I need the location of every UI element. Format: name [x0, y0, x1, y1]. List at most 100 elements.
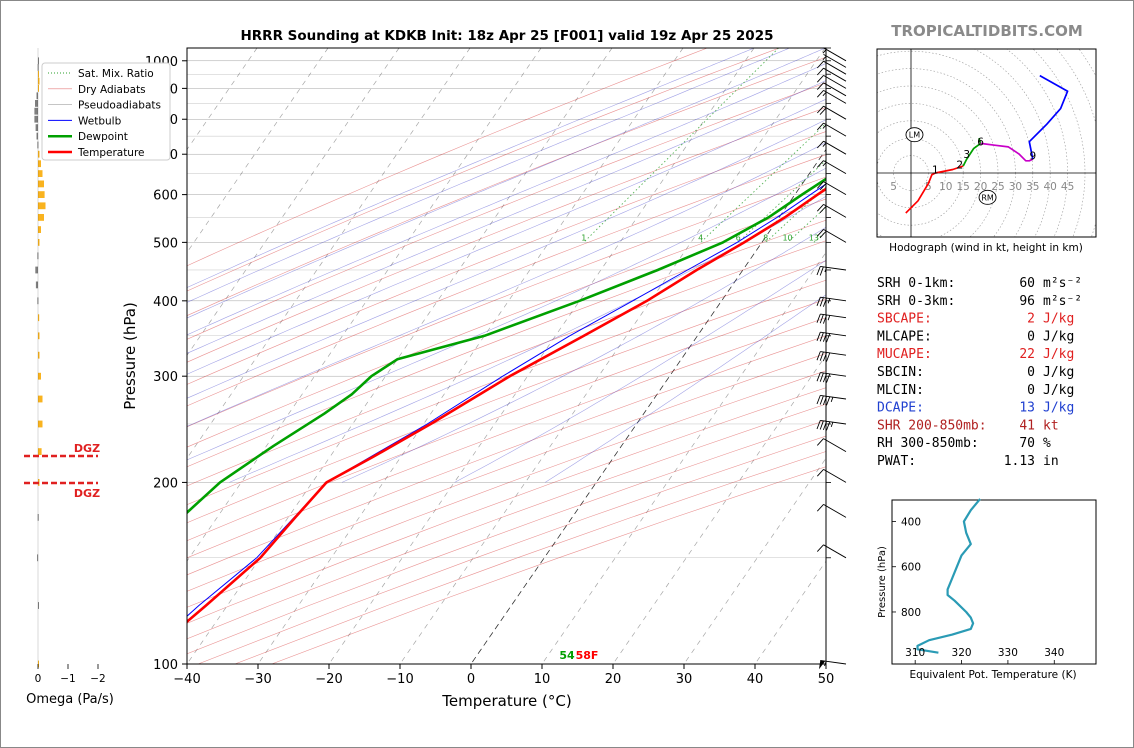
barb-full [819, 205, 827, 214]
pseudoadiabat [454, 259, 826, 483]
stat-label: MLCIN: [877, 383, 924, 398]
wind-barb [816, 331, 847, 343]
isotherm-line [541, 251, 826, 664]
wind-barbs [816, 47, 847, 670]
hodo-ring-label: 25 [991, 181, 1004, 193]
dry-adiabat [187, 131, 826, 385]
barb-full [816, 544, 824, 552]
stat-unit: J/kg [1043, 329, 1074, 344]
barb-staff [823, 122, 847, 137]
pseudoadiabat [545, 294, 826, 483]
barb-full [816, 140, 824, 149]
barb-half [827, 298, 831, 304]
omega-bar [37, 252, 39, 260]
hodo-ring-label: 20 [974, 181, 987, 193]
barb-half [822, 49, 827, 54]
stat-value: 41 [1019, 418, 1035, 433]
dry-adiabat [187, 48, 708, 267]
stat-value: 0 [1027, 383, 1035, 398]
theta-e-xlabel: Equivalent Pot. Temperature (K) [909, 669, 1076, 681]
barb-full [816, 332, 821, 341]
wind-barb [816, 313, 847, 324]
stat-value: 1.13 [1004, 454, 1035, 469]
wind-barb [816, 394, 847, 406]
hodo-ring-label: 45 [1061, 181, 1074, 193]
stat-value: 60 [1019, 276, 1035, 291]
barb-full [819, 395, 824, 405]
barb-full [822, 373, 828, 383]
barb-staff [823, 438, 847, 452]
stat-label: SBCIN: [877, 365, 924, 380]
omega-bar [37, 64, 39, 71]
stat-label: MLCAPE: [877, 329, 932, 344]
barb-staff [823, 469, 847, 483]
omega-bar [37, 514, 39, 521]
stat-value: 0 [1027, 329, 1035, 344]
theta-e-profile [916, 498, 981, 654]
barb-full [816, 67, 824, 76]
pseudoadiabat [187, 80, 826, 354]
theta-e-ytick-label: 600 [901, 562, 921, 574]
stat-label: SBCAPE: [877, 312, 932, 327]
dry-adiabat [187, 82, 826, 340]
barb-half [822, 161, 827, 167]
dry-adiabat [187, 370, 826, 608]
stat-unit: in [1043, 454, 1059, 469]
dry-adiabat [187, 107, 826, 363]
theta-e-tick-label: 320 [952, 647, 972, 659]
mixing-ratio-label: 1 [581, 233, 586, 242]
hodo-height-label: 9 [1029, 151, 1036, 163]
omega-bar [35, 266, 38, 274]
barb-full [822, 297, 828, 307]
barb-half [822, 142, 827, 147]
temp-tick-label: −40 [173, 672, 200, 687]
dry-adiabat [187, 298, 826, 541]
barb-staff [823, 544, 847, 559]
stat-label: RH 300-850mb: [877, 436, 979, 451]
barb-staff [823, 75, 847, 89]
omega-tick-label: 0 [35, 673, 42, 685]
surface-temp-label: 58F [576, 649, 599, 662]
theta-e-ytick-label: 800 [901, 607, 921, 619]
pressure-tick-label: 400 [153, 295, 178, 310]
barb-full [822, 352, 828, 362]
barb-full [826, 421, 831, 431]
dry-adiabat [187, 240, 826, 487]
pseudoadiabat [187, 48, 826, 319]
mixing-ratio-label: 13 [809, 233, 819, 242]
barb-half [827, 315, 831, 321]
temp-tick-label: −20 [315, 672, 342, 687]
barb-full [816, 313, 821, 323]
isotherm-line [328, 48, 755, 664]
pressure-tick-label: 300 [153, 370, 178, 385]
temp-tick-label: 30 [676, 672, 693, 687]
mixing-ratio-label: 8 [763, 233, 768, 242]
hodo-segment [1028, 74, 1069, 160]
dry-adiabat [187, 176, 826, 428]
pseudoadiabat [341, 226, 826, 483]
dry-adiabat [187, 260, 826, 506]
legend-label: Wetbulb [78, 115, 122, 127]
barb-staff [823, 67, 847, 82]
temp-tick-label: 10 [534, 672, 551, 687]
barb-full [819, 182, 827, 191]
wind-barb [816, 351, 847, 362]
dry-adiabat [187, 219, 826, 468]
isotherm-line [187, 48, 542, 562]
temp-tick-label: 0 [467, 672, 475, 687]
hodograph-caption: Hodograph (wind in kt, height in km) [889, 242, 1083, 254]
omega-bar [38, 395, 43, 403]
stat-unit: J/kg [1043, 312, 1074, 327]
hodo-ring-label: 5 [890, 181, 897, 193]
mixing-ratio-line [700, 122, 826, 243]
barb-full [819, 107, 827, 115]
barb-staff [823, 54, 847, 68]
barb-half [830, 422, 834, 428]
hodo-ring-label: 15 [957, 181, 970, 193]
pressure-tick-label: 100 [153, 658, 178, 673]
omega-bar [38, 160, 41, 168]
wind-barb [816, 60, 847, 75]
barb-full [819, 351, 824, 361]
barb-full [826, 352, 831, 362]
dgz-top-label: DGZ [74, 442, 100, 455]
